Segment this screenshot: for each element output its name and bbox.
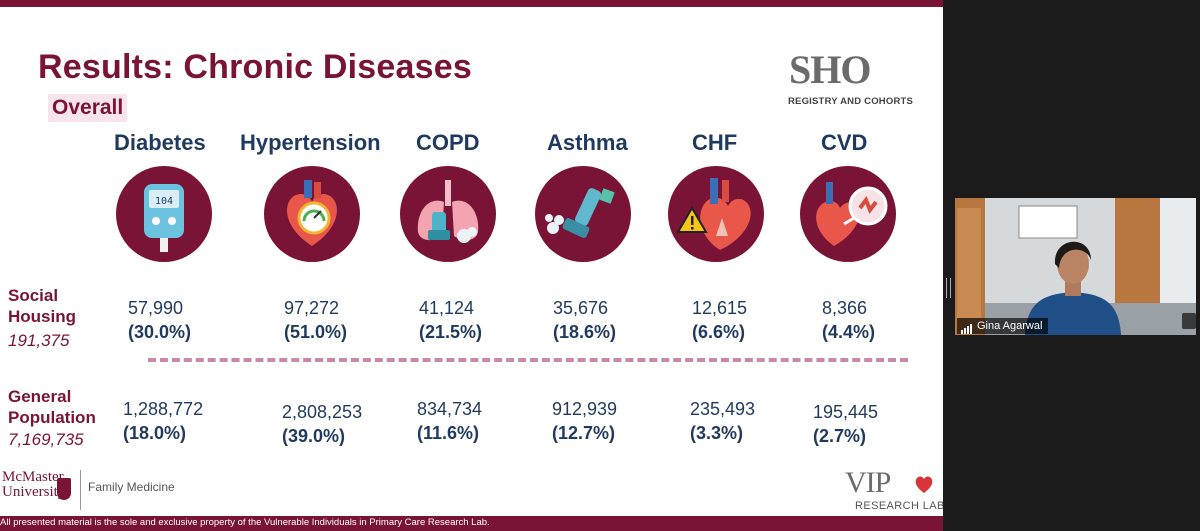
disease-name-chf: CHF bbox=[692, 130, 738, 155]
sho-logo-subtitle: REGISTRY AND COHORTS bbox=[788, 96, 914, 107]
value-cell: 1,288,772 (18.0%) bbox=[123, 397, 203, 445]
value-count: 41,124 bbox=[419, 298, 475, 318]
row-label-line2: Housing bbox=[8, 307, 76, 326]
disease-name-asthma: Asthma bbox=[547, 130, 628, 155]
row-label-line2: Population bbox=[8, 408, 96, 427]
row-label-general-population: General Population bbox=[8, 386, 96, 428]
value-cell: 8,366 (4.4%) bbox=[822, 296, 875, 344]
value-percent: (11.6%) bbox=[417, 423, 480, 443]
value-count: 912,939 bbox=[552, 399, 618, 419]
value-count: 235,493 bbox=[690, 399, 756, 419]
value-cell: 195,445 (2.7%) bbox=[813, 400, 878, 448]
sho-logo-letters: SHO bbox=[789, 47, 871, 92]
value-percent: (6.6%) bbox=[692, 322, 746, 342]
vip-logo-text: VIP bbox=[845, 466, 891, 499]
value-cell: 97,272 (51.0%) bbox=[284, 296, 347, 344]
vip-research-lab-logo: VIP RESEARCH LAB bbox=[845, 466, 943, 516]
value-percent: (2.7%) bbox=[813, 426, 867, 446]
heart-warning-icon bbox=[668, 166, 764, 262]
value-percent: (30.0%) bbox=[128, 322, 192, 342]
panel-resize-handle[interactable] bbox=[946, 278, 951, 298]
value-cell: 41,124 (21.5%) bbox=[419, 296, 482, 344]
sho-registry-logo: SHO REGISTRY AND COHORTS bbox=[785, 46, 913, 110]
video-feed bbox=[955, 198, 1196, 335]
value-percent: (39.0%) bbox=[282, 426, 346, 446]
value-cell: 834,734 (11.6%) bbox=[417, 397, 482, 445]
vip-logo-subtitle: RESEARCH LAB bbox=[855, 500, 943, 512]
value-cell: 912,939 (12.7%) bbox=[552, 397, 617, 445]
disease-name-cvd: CVD bbox=[821, 130, 868, 155]
slide-subtitle: Overall bbox=[48, 94, 128, 122]
disease-name-copd: COPD bbox=[416, 130, 480, 155]
value-count: 12,615 bbox=[692, 298, 748, 318]
value-percent: (12.7%) bbox=[552, 423, 616, 443]
presentation-slide: Results: Chronic Diseases Overall SHO RE… bbox=[0, 0, 943, 531]
heart-magnify-icon bbox=[800, 166, 896, 262]
participant-name: Gina Agarwal bbox=[977, 320, 1043, 332]
value-count: 97,272 bbox=[284, 298, 340, 318]
heart-icon bbox=[915, 476, 933, 493]
value-count: 2,808,253 bbox=[282, 402, 363, 422]
value-cell: 12,615 (6.6%) bbox=[692, 296, 747, 344]
value-cell: 35,676 (18.6%) bbox=[553, 296, 616, 344]
value-cell: 57,990 (30.0%) bbox=[128, 296, 191, 344]
value-count: 8,366 bbox=[822, 298, 868, 318]
value-cell: 2,808,253 (39.0%) bbox=[282, 400, 362, 448]
participant-name-tag: Gina Agarwal bbox=[957, 318, 1049, 334]
mcmaster-logo-line1: McMaster bbox=[2, 469, 64, 485]
value-count: 1,288,772 bbox=[123, 399, 204, 419]
value-count: 834,734 bbox=[417, 399, 483, 419]
mcmaster-logo: McMaster University bbox=[2, 470, 65, 500]
heart-gauge-icon bbox=[264, 166, 360, 262]
glucose-meter-icon: 104 bbox=[116, 166, 212, 262]
row-divider bbox=[148, 358, 908, 362]
mcmaster-crest-icon bbox=[57, 478, 71, 500]
value-percent: (18.0%) bbox=[123, 423, 187, 443]
footer-divider bbox=[80, 470, 81, 510]
mcmaster-logo-line2: University bbox=[2, 484, 66, 500]
row-population-social-housing: 191,375 bbox=[8, 331, 70, 350]
signal-strength-icon bbox=[961, 318, 973, 334]
row-label-line1: General bbox=[8, 387, 72, 406]
video-options-button[interactable] bbox=[1182, 313, 1196, 329]
inhaler-icon bbox=[535, 166, 631, 262]
value-count: 195,445 bbox=[813, 402, 879, 422]
value-percent: (21.5%) bbox=[419, 322, 483, 342]
participant-video-tile[interactable]: Gina Agarwal bbox=[955, 198, 1196, 335]
value-percent: (51.0%) bbox=[284, 322, 348, 342]
disease-name-hypertension: Hypertension bbox=[240, 130, 381, 155]
slide-title: Results: Chronic Diseases bbox=[38, 48, 472, 86]
lungs-inhaler-icon bbox=[400, 166, 496, 262]
disease-name-diabetes: Diabetes bbox=[114, 130, 206, 155]
slide-top-bar bbox=[0, 0, 943, 7]
svg-text:104: 104 bbox=[155, 196, 173, 207]
slide-bottom-bar bbox=[0, 516, 943, 531]
row-population-general: 7,169,735 bbox=[8, 430, 84, 449]
value-percent: (3.3%) bbox=[690, 423, 744, 443]
row-label-social-housing: Social Housing bbox=[8, 285, 76, 327]
department-name: Family Medicine bbox=[88, 480, 175, 494]
row-label-line1: Social bbox=[8, 286, 59, 305]
value-count: 35,676 bbox=[553, 298, 609, 318]
disclaimer-text: All presented material is the sole and e… bbox=[0, 517, 490, 528]
value-percent: (4.4%) bbox=[822, 322, 876, 342]
value-percent: (18.6%) bbox=[553, 322, 617, 342]
value-cell: 235,493 (3.3%) bbox=[690, 397, 755, 445]
value-count: 57,990 bbox=[128, 298, 184, 318]
